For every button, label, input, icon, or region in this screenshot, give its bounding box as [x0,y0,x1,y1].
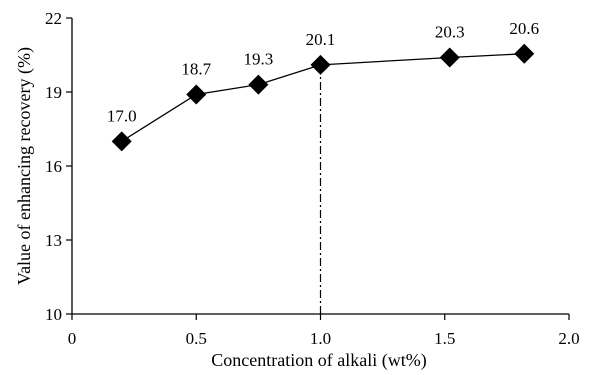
data-point-marker [111,131,132,152]
y-axis-title: Value of enhancing recovery (%) [14,47,35,285]
data-point-marker [439,47,460,68]
data-point-marker [186,84,207,105]
ticks: 10 13 16 19 22 0 0.5 1.0 1.5 2.0 [45,9,580,348]
data-label: 19.3 [244,50,274,69]
data-label: 18.7 [181,59,211,78]
series [111,43,535,152]
data-point-marker [248,74,269,95]
data-label: 20.6 [509,19,539,38]
x-axis-title: Concentration of alkali (wt%) [211,350,426,371]
x-tick-label: 2.0 [558,329,579,348]
x-tick-label: 1.5 [434,329,455,348]
y-tick-label: 13 [45,231,62,250]
data-label: 20.3 [435,22,465,41]
data-label: 17.0 [107,106,137,125]
data-labels: 17.0 18.7 19.3 20.1 20.3 20.6 [107,19,539,126]
x-tick-label: 1.0 [310,329,331,348]
x-tick-label: 0 [68,329,77,348]
data-point-marker [310,54,331,75]
x-tick-label: 0.5 [186,329,207,348]
series-line [121,53,525,142]
y-tick-label: 22 [45,9,62,28]
y-tick-label: 10 [45,305,62,324]
y-tick-label: 16 [45,157,62,176]
y-tick-label: 19 [45,83,62,102]
data-point-marker [514,43,535,64]
data-label: 20.1 [306,30,336,49]
